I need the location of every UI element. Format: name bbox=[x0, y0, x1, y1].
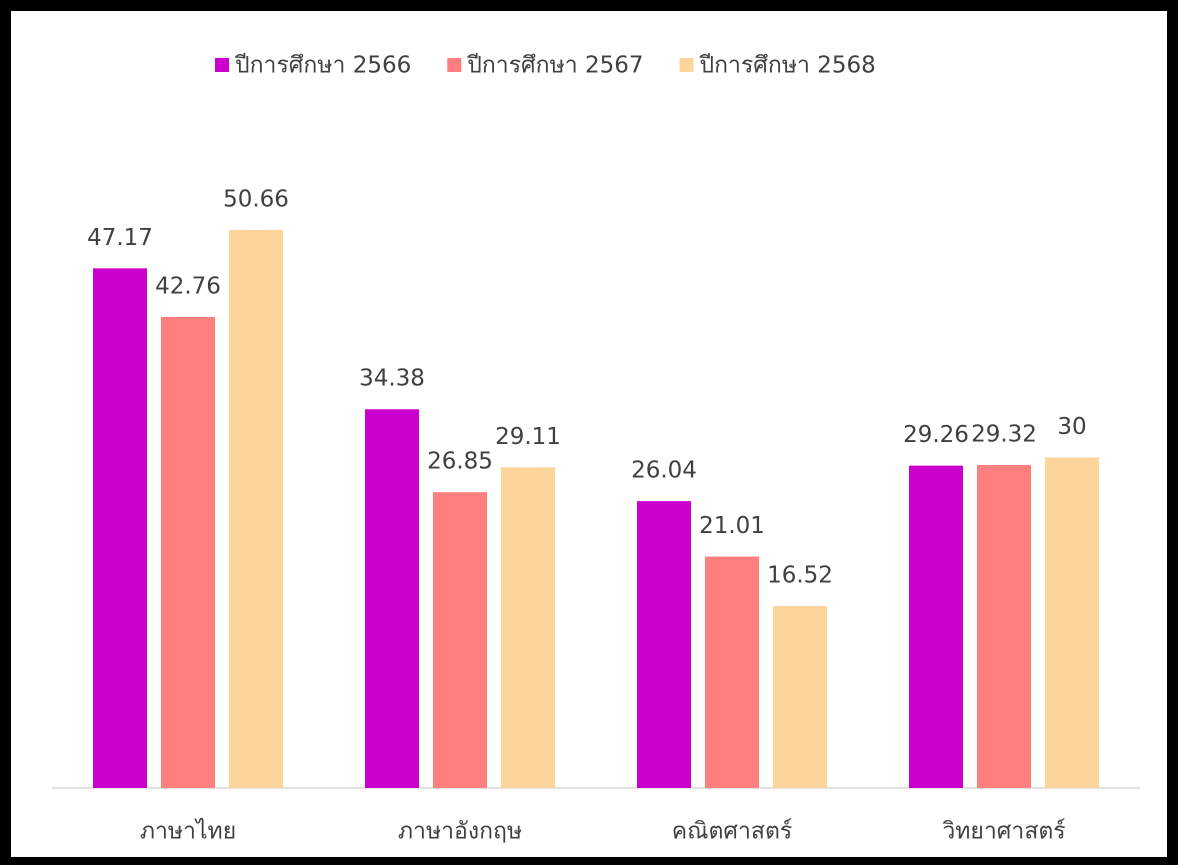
data-label: 47.17 bbox=[87, 225, 153, 251]
bar bbox=[93, 268, 147, 788]
data-label: 29.26 bbox=[903, 422, 969, 448]
data-label: 34.38 bbox=[359, 366, 425, 392]
legend-swatch bbox=[679, 58, 694, 72]
bar bbox=[365, 409, 419, 788]
bar bbox=[705, 556, 759, 788]
legend-label: ปีการศึกษา 2566 bbox=[234, 53, 411, 79]
bar bbox=[637, 501, 691, 788]
bar bbox=[229, 229, 283, 789]
data-label: 30 bbox=[1057, 414, 1086, 440]
data-label: 26.04 bbox=[631, 458, 697, 484]
legend-label: ปีการศึกษา 2568 bbox=[699, 53, 876, 79]
legend-swatch bbox=[215, 58, 229, 72]
bar bbox=[977, 464, 1031, 788]
x-tick-label: คณิตศาสตร์ bbox=[672, 818, 793, 845]
data-label: 16.52 bbox=[767, 563, 833, 589]
legend-swatch bbox=[447, 58, 462, 72]
data-label: 29.11 bbox=[495, 424, 561, 450]
bar bbox=[161, 316, 215, 788]
bar bbox=[433, 492, 487, 788]
legend-label: ปีการศึกษา 2567 bbox=[467, 53, 644, 79]
bar bbox=[501, 467, 555, 788]
data-label: 42.76 bbox=[155, 273, 221, 299]
data-label: 21.01 bbox=[699, 513, 765, 539]
x-tick-label: ภาษาไทย bbox=[140, 818, 236, 845]
data-label: 50.66 bbox=[223, 186, 289, 212]
data-label: 29.32 bbox=[971, 421, 1037, 447]
bar bbox=[1045, 457, 1099, 788]
x-tick-label: ภาษาอังกฤษ bbox=[398, 819, 522, 845]
bar bbox=[909, 465, 963, 788]
bar bbox=[773, 606, 827, 788]
data-label: 26.85 bbox=[427, 449, 493, 475]
x-tick-label: วิทยาศาสตร์ bbox=[942, 818, 1065, 845]
